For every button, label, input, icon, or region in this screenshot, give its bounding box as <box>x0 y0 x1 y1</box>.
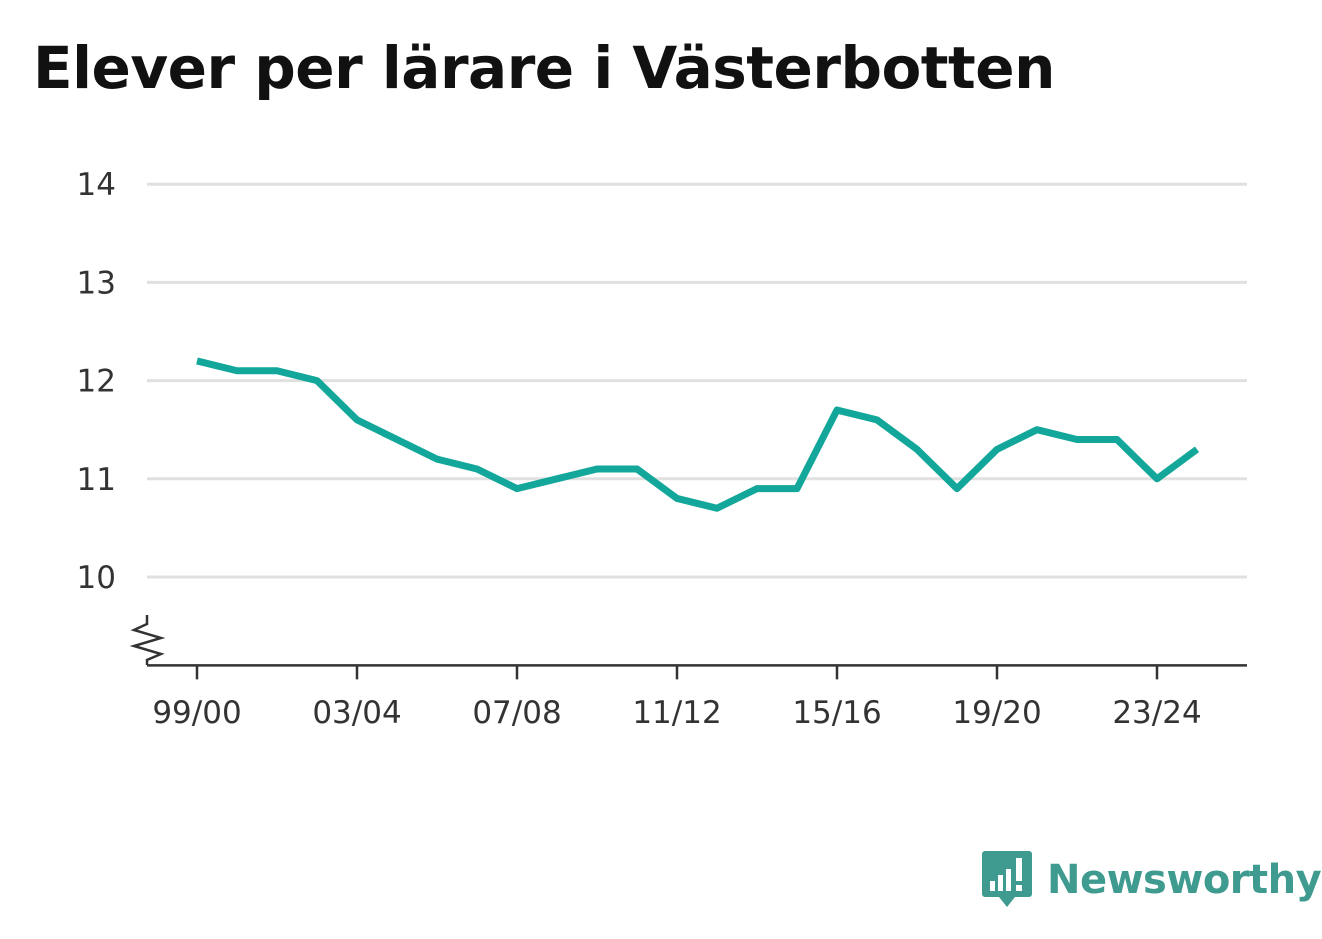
x-tick-label: 07/08 <box>472 695 561 731</box>
series-line <box>196 357 1200 512</box>
x-tick-label: 99/00 <box>152 695 241 731</box>
newsworthy-icon <box>982 851 1032 907</box>
x-tick-label: 03/04 <box>312 695 401 731</box>
newsworthy-logo: Newsworthy <box>981 850 1322 910</box>
x-tick-label: 15/16 <box>792 695 881 731</box>
series-layer <box>196 357 1200 512</box>
y-tick-label: 10 <box>77 560 116 596</box>
y-tick-label: 14 <box>77 167 116 203</box>
chart-title: Elever per lärare i Västerbotten <box>33 34 1055 102</box>
x-tick-label: 11/12 <box>632 695 721 731</box>
x-tick-label: 23/24 <box>1112 695 1201 731</box>
y-tick-label: 12 <box>77 364 116 400</box>
y-tick-label: 11 <box>77 462 116 498</box>
brand-name: Newsworthy <box>1047 857 1322 903</box>
x-axis: 99/00 03/04 07/08 11/12 15/16 19/20 23/24 <box>129 615 1247 731</box>
gridlines <box>147 182 1247 579</box>
x-tick-label: 19/20 <box>952 695 1041 731</box>
y-axis-break-icon <box>129 615 166 665</box>
y-tick-label: 13 <box>77 265 116 301</box>
y-axis-ticks: 10 11 12 13 14 <box>77 167 116 596</box>
